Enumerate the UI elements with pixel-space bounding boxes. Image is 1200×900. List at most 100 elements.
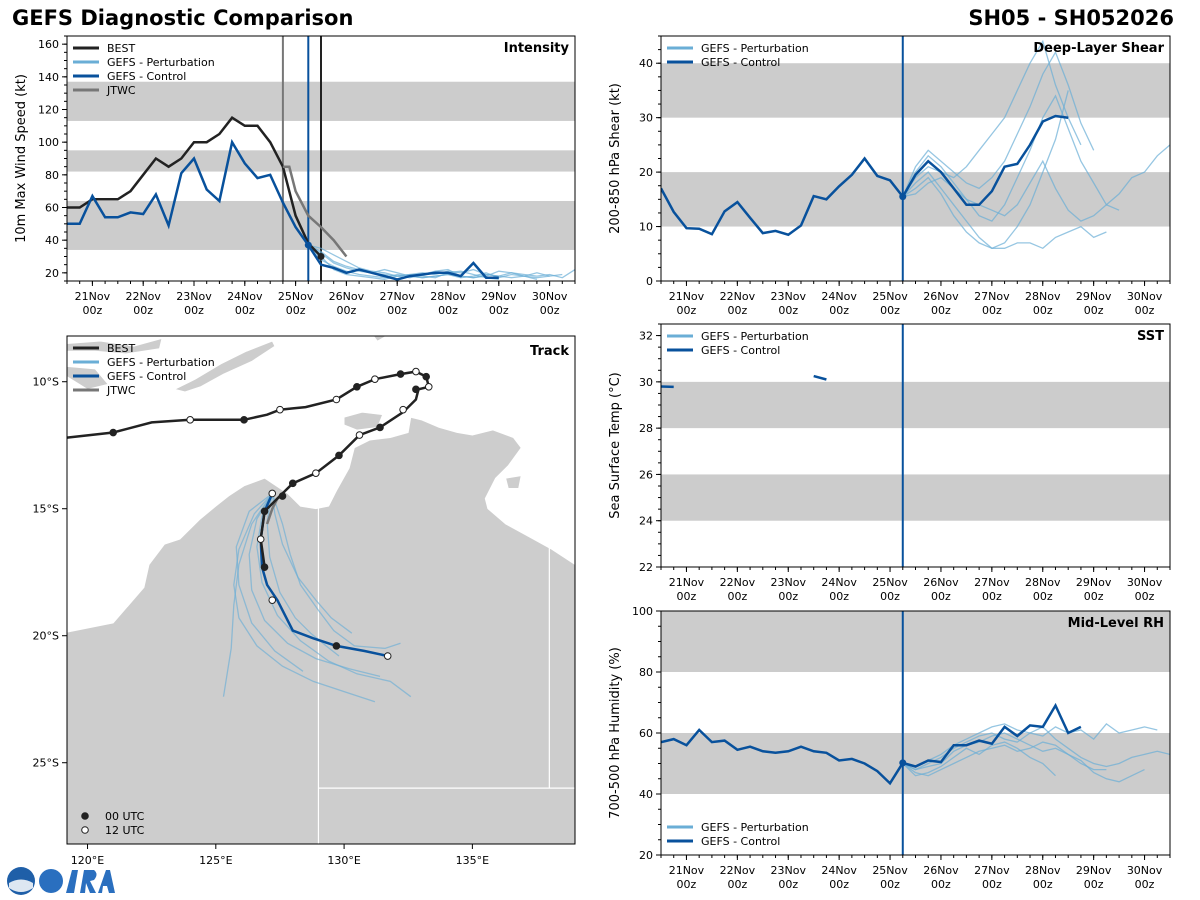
- y-tick-label: 24: [639, 515, 653, 528]
- panel-title: Track: [530, 344, 569, 359]
- legend-label-control: GEFS - Control: [701, 835, 780, 848]
- x-tick-day-label: 29Nov: [1076, 864, 1112, 877]
- series-jtwc-line: [282, 165, 348, 258]
- x-tick-hour-label: 00z: [677, 590, 697, 603]
- legend-label-control: GEFS - Control: [701, 344, 780, 357]
- series-perturbation-line: [307, 244, 550, 279]
- x-tick-day-label: 24Nov: [821, 864, 857, 877]
- x-tick-hour-label: 00z: [540, 304, 560, 317]
- x-tick-day-label: 27Nov: [974, 864, 1010, 877]
- australia-landmass: [67, 416, 575, 844]
- x-tick-hour-label: 00z: [1033, 878, 1053, 891]
- x-tick-day-label: 21Nov: [669, 864, 705, 877]
- best-track-marker-00utc: [260, 507, 269, 516]
- x-tick-day-label: 26Nov: [923, 290, 959, 303]
- lon-tick-label: 135°E: [456, 854, 489, 867]
- y-tick-label: 32: [639, 330, 653, 343]
- series-perturbation-line: [902, 90, 1069, 250]
- x-tick-hour-label: 00z: [1135, 304, 1155, 317]
- best-track-marker-00utc: [353, 383, 361, 391]
- y-tick-label: 160: [38, 38, 59, 51]
- y-axis-label: 200-850 hPa Shear (kt): [608, 83, 623, 234]
- x-tick-day-label: 23Nov: [771, 290, 807, 303]
- legend-label-control: GEFS - Control: [107, 370, 186, 383]
- x-tick-hour-label: 00z: [83, 304, 103, 317]
- y-tick-label: 40: [639, 788, 653, 801]
- series-perturbation-line: [308, 244, 563, 279]
- series-perturbation-line: [902, 171, 1107, 250]
- x-tick-day-label: 24Nov: [227, 290, 263, 303]
- perturbation-track: [266, 493, 340, 657]
- x-tick-hour-label: 00z: [489, 304, 509, 317]
- series-group: [661, 702, 1170, 786]
- y-tick-label: 20: [639, 849, 653, 862]
- chart-sst: 22242628303221Nov00z22Nov00z23Nov00z24No…: [608, 323, 1171, 603]
- best-track-marker-12utc: [312, 469, 320, 477]
- legend-label-perturbation: GEFS - Perturbation: [701, 42, 809, 55]
- series-perturbation-line: [307, 244, 499, 281]
- x-tick-hour-label: 00z: [235, 304, 255, 317]
- chart-rh: 2040608010021Nov00z22Nov00z23Nov00z24Nov…: [608, 605, 1171, 891]
- y-tick-label: 10: [639, 221, 653, 234]
- y-tick-label: 60: [639, 727, 653, 740]
- x-tick-hour-label: 00z: [184, 304, 204, 317]
- x-tick-hour-label: 00z: [677, 304, 697, 317]
- x-tick-day-label: 22Nov: [720, 864, 756, 877]
- best-track-marker-00utc: [260, 563, 269, 571]
- x-tick-day-label: 29Nov: [481, 290, 517, 303]
- timor-island: [173, 340, 276, 393]
- series-control-line: [67, 138, 499, 281]
- series-perturbation-line: [902, 732, 1107, 771]
- series-control-line: [813, 374, 827, 381]
- x-tick-hour-label: 00z: [778, 878, 798, 891]
- cira-letter-i-icon: [66, 870, 78, 893]
- cira-letter-a-icon: [98, 870, 115, 893]
- y-tick-label: 40: [45, 234, 59, 247]
- best-latest-point: [317, 253, 325, 260]
- legend-label-jtwc: JTWC: [106, 84, 136, 97]
- series-perturbation-line: [902, 741, 1056, 777]
- x-tick-hour-label: 00z: [982, 878, 1002, 891]
- legend-label-perturbation: GEFS - Perturbation: [701, 330, 809, 343]
- perturbation-track: [271, 493, 353, 634]
- control-track-marker-12utc: [383, 652, 392, 660]
- x-tick-hour-label: 00z: [829, 878, 849, 891]
- y-axis-label: Sea Surface Temp (°C): [608, 372, 623, 519]
- x-tick-hour-label: 00z: [1135, 590, 1155, 603]
- tanimbar-island: [373, 336, 388, 342]
- x-tick-hour-label: 00z: [727, 304, 747, 317]
- marker-legend-swatch-12utc: [81, 826, 89, 834]
- best-track-marker-12utc: [276, 405, 284, 414]
- x-tick-hour-label: 00z: [880, 878, 900, 891]
- x-tick-day-label: 23Nov: [771, 864, 807, 877]
- perturbation-track: [233, 493, 376, 703]
- shading-band-1: [661, 611, 1170, 672]
- best-track-marker-00utc: [288, 479, 297, 488]
- x-tick-hour-label: 00z: [1135, 878, 1155, 891]
- best-track-marker-00utc: [240, 416, 248, 424]
- x-tick-hour-label: 00z: [982, 590, 1002, 603]
- lon-tick-label: 120°E: [71, 854, 104, 867]
- x-tick-hour-label: 00z: [880, 304, 900, 317]
- legend-label-perturbation: GEFS - Perturbation: [107, 356, 215, 369]
- chart-intensity: 2040608010012014016021Nov00z22Nov00z23No…: [14, 35, 576, 317]
- best-track-marker-00utc: [396, 370, 405, 378]
- y-tick-label: 20: [45, 267, 59, 280]
- marker-legend-swatch-00utc: [81, 812, 89, 820]
- series-group: [661, 374, 827, 389]
- y-tick-label: 20: [639, 166, 653, 179]
- series-best-line: [67, 116, 322, 258]
- lon-tick-label: 130°E: [327, 854, 360, 867]
- x-tick-day-label: 29Nov: [1076, 576, 1112, 589]
- best-track-marker-12utc: [424, 383, 433, 391]
- map-layer: [67, 336, 575, 844]
- y-tick-label: 80: [45, 169, 59, 182]
- x-tick-day-label: 26Nov: [923, 864, 959, 877]
- y-tick-label: 80: [639, 666, 653, 679]
- lon-tick-label: 125°E: [199, 854, 232, 867]
- x-tick-hour-label: 00z: [133, 304, 153, 317]
- x-tick-day-label: 22Nov: [720, 290, 756, 303]
- x-tick-hour-label: 00z: [778, 590, 798, 603]
- best-track-marker-12utc: [412, 367, 420, 376]
